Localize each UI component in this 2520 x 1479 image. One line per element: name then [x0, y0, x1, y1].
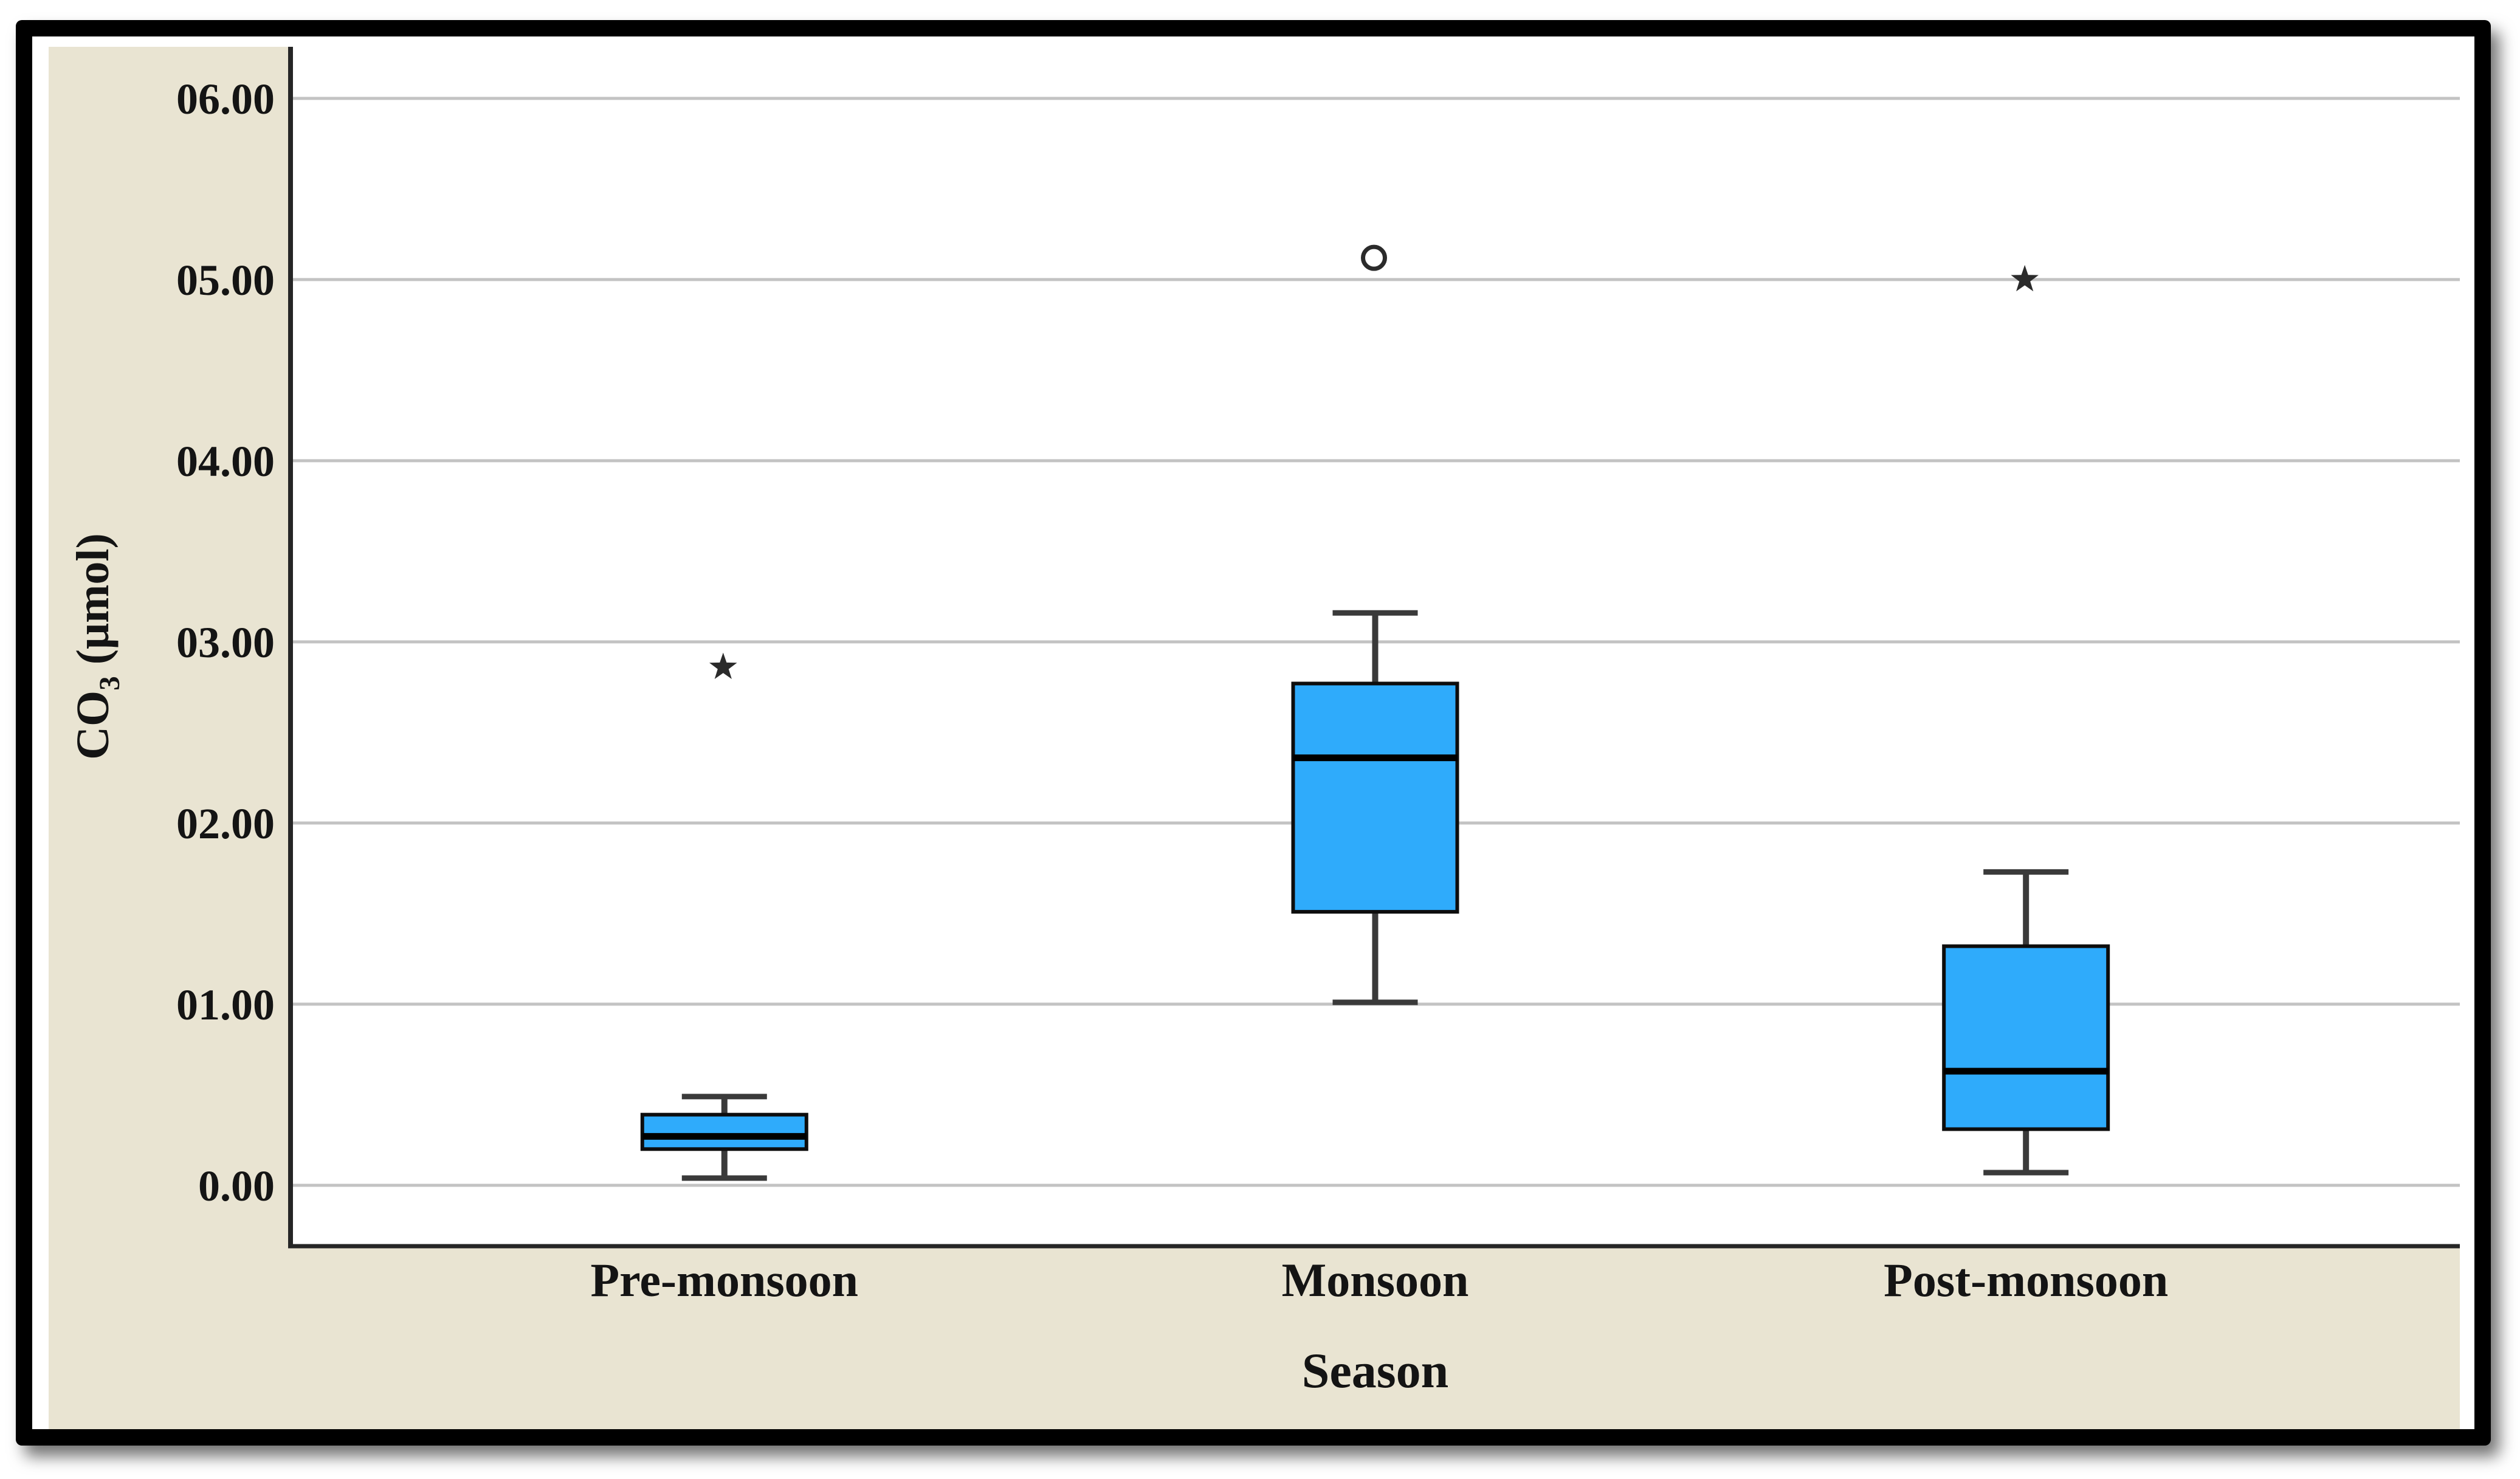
- box-post-monsoon: [1942, 944, 2110, 1131]
- y-tick-label-0.00: 0.00: [198, 1162, 275, 1210]
- box-pre-monsoon: [640, 1112, 808, 1151]
- y-axis-title: CO3 (μmol): [67, 533, 126, 760]
- y-tick-label-03.00: 03.00: [176, 618, 275, 667]
- y-tick-label-05.00: 05.00: [176, 256, 275, 305]
- box-monsoon: [1291, 681, 1459, 914]
- y-tick-label-06.00: 06.00: [176, 75, 275, 123]
- x-tick-label-post-monsoon: Post-monsoon: [1884, 1253, 2168, 1306]
- x-tick-label-pre-monsoon: Pre-monsoon: [591, 1253, 859, 1306]
- x-axis-title: Season: [1302, 1343, 1449, 1398]
- outlier-star-marker-post-monsoon: [2011, 264, 2039, 292]
- x-tick-label-monsoon: Monsoon: [1282, 1253, 1469, 1306]
- y-tick-label-02.00: 02.00: [176, 799, 275, 848]
- outlier-star-marker-pre-monsoon: [709, 652, 737, 679]
- outlier-circle-marker-monsoon: [1361, 244, 1387, 271]
- y-tick-label-04.00: 04.00: [176, 437, 275, 486]
- y-tick-label-01.00: 01.00: [176, 981, 275, 1029]
